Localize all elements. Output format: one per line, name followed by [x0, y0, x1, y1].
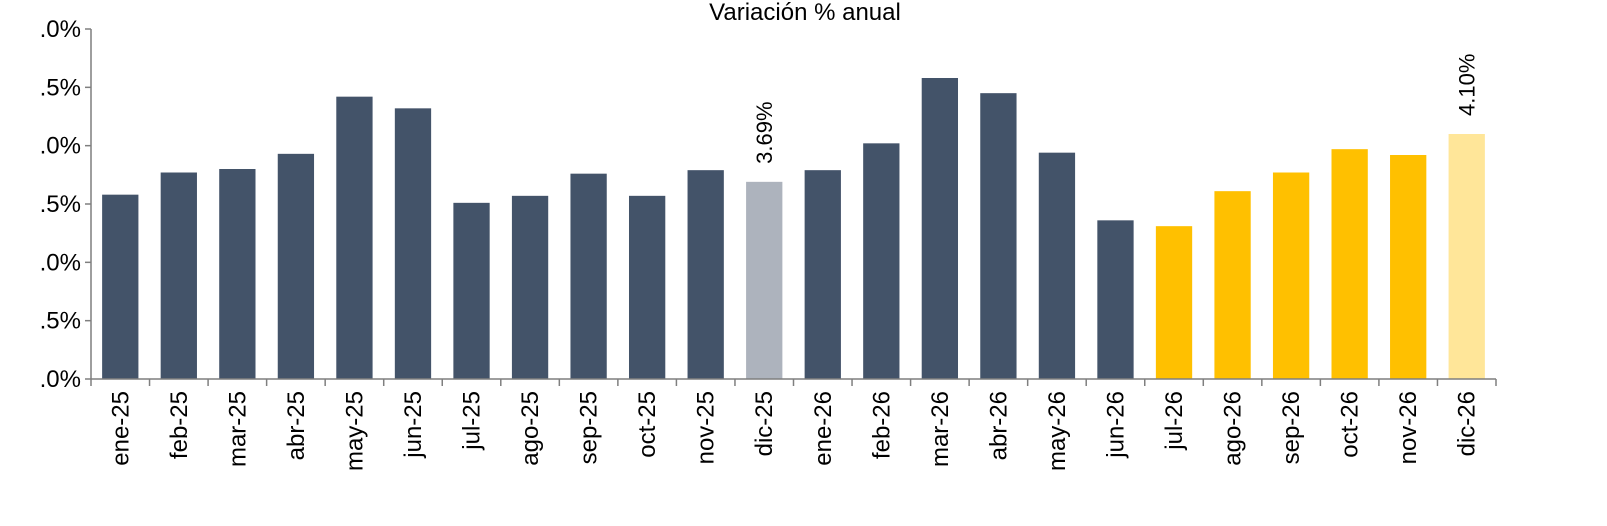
bar-ene-26 — [804, 170, 841, 379]
y-tick-label: .0% — [40, 366, 81, 393]
bar-nov-26 — [1390, 155, 1427, 379]
bar-ago-25 — [511, 195, 549, 379]
bar-dic-25 — [746, 181, 783, 379]
x-tick-label: ago-25 — [517, 391, 544, 466]
bar-jul-26 — [1155, 226, 1193, 379]
bar-sep-26 — [1272, 172, 1310, 379]
x-tick-label: jun-25 — [400, 391, 427, 459]
x-tick-label: abr-25 — [283, 391, 310, 460]
bar-ene-25 — [102, 194, 139, 379]
x-axis-ticks — [90, 379, 1497, 386]
x-tick-label: ago-26 — [1220, 391, 1247, 466]
x-tick-label: jul-25 — [459, 391, 486, 451]
bar-ago-26 — [1214, 191, 1251, 379]
bar-oct-26 — [1331, 149, 1368, 379]
y-tick-label: .5% — [40, 308, 81, 335]
y-axis-ticks: .0% .5% .0% .5% .0% .5% .0% — [40, 16, 91, 393]
x-tick-label: abr-26 — [985, 391, 1012, 460]
x-tick-label: nov-25 — [693, 391, 720, 464]
data-label-dic-26: 4.10% — [1455, 54, 1480, 116]
x-tick-label: ene-25 — [107, 391, 134, 466]
y-tick-label: .5% — [40, 74, 81, 101]
bars-group — [102, 78, 1485, 380]
bar-abr-26 — [980, 93, 1017, 380]
x-tick-label: ene-26 — [810, 391, 837, 466]
y-tick-label: .0% — [40, 16, 81, 43]
bar-dic-26 — [1448, 134, 1485, 379]
y-tick-label: .0% — [40, 249, 81, 276]
chart-title: Variación % anual — [709, 0, 901, 26]
bar-nov-25 — [687, 170, 724, 379]
bar-may-26 — [1038, 152, 1076, 379]
x-tick-label: may-25 — [341, 391, 368, 471]
bar-mar-25 — [219, 169, 256, 379]
bar-mar-26 — [921, 78, 959, 379]
x-tick-label: sep-25 — [576, 391, 603, 464]
x-tick-label: dic-25 — [751, 391, 778, 456]
x-tick-label: dic-26 — [1454, 391, 1481, 456]
bar-feb-26 — [863, 143, 900, 379]
y-tick-label: .0% — [40, 133, 81, 160]
bar-oct-25 — [628, 195, 666, 379]
x-tick-label: jul-26 — [1161, 391, 1188, 451]
bar-jun-25 — [394, 108, 432, 379]
bar-sep-25 — [570, 173, 607, 379]
x-tick-label: mar-26 — [927, 391, 954, 467]
bar-may-25 — [336, 96, 373, 380]
x-tick-label: oct-25 — [634, 391, 661, 458]
x-tick-label: feb-26 — [868, 391, 895, 459]
y-tick-label: .5% — [40, 191, 81, 218]
data-labels-group: 3.69% 4.10% — [752, 54, 1479, 164]
data-label-dic-25: 3.69% — [752, 101, 777, 163]
bar-abr-25 — [277, 153, 315, 379]
x-tick-label: may-26 — [1044, 391, 1071, 471]
x-tick-label: oct-26 — [1337, 391, 1364, 458]
x-tick-label: feb-25 — [166, 391, 193, 459]
bar-feb-25 — [160, 172, 197, 379]
x-tick-label: mar-25 — [224, 391, 251, 467]
x-tick-label: sep-26 — [1278, 391, 1305, 464]
x-tick-label: jun-26 — [1102, 391, 1129, 459]
x-axis-labels: ene-25 feb-25 mar-25 abr-25 may-25 jun-25 jul-… — [107, 391, 1480, 471]
x-tick-label: nov-26 — [1395, 391, 1422, 464]
bar-jul-25 — [453, 202, 490, 379]
bar-jun-26 — [1097, 220, 1134, 379]
